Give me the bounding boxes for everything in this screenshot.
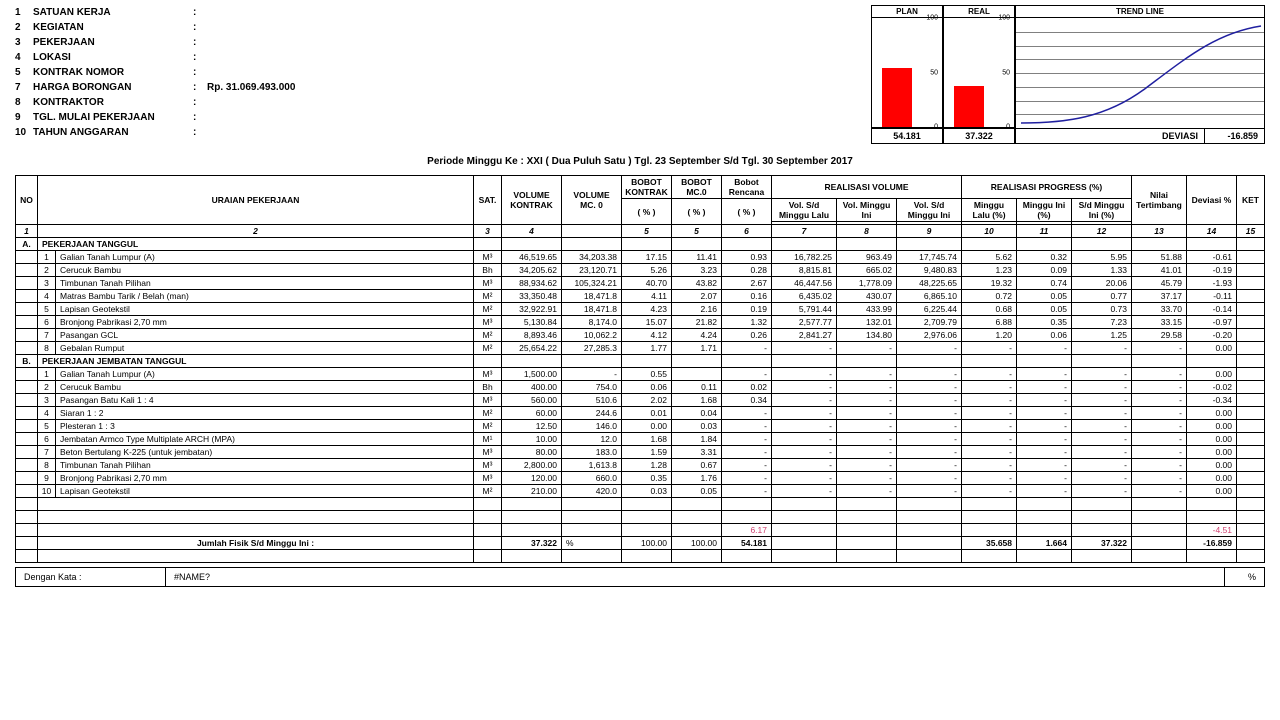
info-row: 9TGL. MULAI PEKERJAAN: (15, 110, 295, 125)
table-row: 5Lapisan GeotekstilM²32,922.9118,471.84.… (16, 303, 1265, 316)
subtotal-row: 6.17-4.51 (16, 524, 1265, 537)
info-row: 3PEKERJAAN: (15, 35, 295, 50)
info-row: 1SATUAN KERJA: (15, 5, 295, 20)
table-row: 5Plesteran 1 : 3M²12.50146.00.000.03----… (16, 420, 1265, 433)
info-row: 4LOKASI: (15, 50, 295, 65)
deviasi-label: DEVIASI (1016, 129, 1204, 143)
dengan-kata-row: Dengan Kata : #NAME? % (15, 567, 1265, 587)
info-row: 7HARGA BORONGAN:Rp. 31.069.493.000 (15, 80, 295, 95)
plan-chart: PLAN 100500 54.181 (871, 5, 943, 144)
project-info: 1SATUAN KERJA:2KEGIATAN:3PEKERJAAN:4LOKA… (15, 5, 295, 140)
column-number-row: 1234556789101112131415 (16, 225, 1265, 238)
table-row: 8Timbunan Tanah PilihanM³2,800.001,613.8… (16, 459, 1265, 472)
top-section: 1SATUAN KERJA:2KEGIATAN:3PEKERJAAN:4LOKA… (15, 5, 1265, 144)
info-row: 8KONTRAKTOR: (15, 95, 295, 110)
dengan-pct: % (1224, 568, 1264, 586)
table-row: 3Pasangan Batu Kali 1 : 4M³560.00510.62.… (16, 394, 1265, 407)
table-row: 1Galian Tanah Lumpur (A)M³1,500.00-0.55-… (16, 368, 1265, 381)
deviasi-value: -16.859 (1204, 129, 1264, 143)
trend-chart: TREND LINE DEVIASI -16.859 (1015, 5, 1265, 144)
dengan-label: Dengan Kata : (16, 568, 166, 586)
table-row: 4Siaran 1 : 2M²60.00244.60.010.04-------… (16, 407, 1265, 420)
section-header: A.PEKERJAAN TANGGUL (16, 238, 1265, 251)
info-row: 2KEGIATAN: (15, 20, 295, 35)
table-row: 7Beton Bertulang K-225 (untuk jembatan)M… (16, 446, 1265, 459)
table-row: 7Pasangan GCLM²8,893.4610,062.24.124.240… (16, 329, 1265, 342)
table-row: 9Bronjong Pabrikasi 2,70 mmM³120.00660.0… (16, 472, 1265, 485)
plan-value: 54.181 (872, 128, 942, 143)
charts-panel: PLAN 100500 54.181 REAL 100500 37.322 TR… (871, 5, 1265, 144)
main-table: NO URAIAN PEKERJAAN SAT. VOLUME KONTRAK … (15, 175, 1265, 563)
info-row: 10TAHUN ANGGARAN: (15, 125, 295, 140)
table-row: 6Bronjong Pabrikasi 2,70 mmM³5,130.848,1… (16, 316, 1265, 329)
table-row: 10Lapisan GeotekstilM²210.00420.00.030.0… (16, 485, 1265, 498)
table-row: 8Gebalan RumputM²25,654.2227,285.31.771.… (16, 342, 1265, 355)
real-chart: REAL 100500 37.322 (943, 5, 1015, 144)
table-row: 2Cerucuk BambuBh34,205.6223,120.715.263.… (16, 264, 1265, 277)
table-row: 3Timbunan Tanah PilihanM³88,934.62105,32… (16, 277, 1265, 290)
total-row: Jumlah Fisik S/d Minggu Ini :37.322%100.… (16, 537, 1265, 550)
table-row: 6Jembatan Armco Type Multiplate ARCH (MP… (16, 433, 1265, 446)
table-row: 1Galian Tanah Lumpur (A)M³46,519.6534,20… (16, 251, 1265, 264)
info-row: 5KONTRAK NOMOR: (15, 65, 295, 80)
trend-label: TREND LINE (1016, 6, 1264, 18)
section-header: B.PEKERJAAN JEMBATAN TANGGUL (16, 355, 1265, 368)
real-value: 37.322 (944, 128, 1014, 143)
table-row: 4Matras Bambu Tarik / Belah (man)M²33,35… (16, 290, 1265, 303)
dengan-value: #NAME? (166, 568, 1224, 586)
table-row: 2Cerucuk BambuBh400.00754.00.060.110.02-… (16, 381, 1265, 394)
periode-text: Periode Minggu Ke : XXI ( Dua Puluh Satu… (15, 156, 1265, 167)
